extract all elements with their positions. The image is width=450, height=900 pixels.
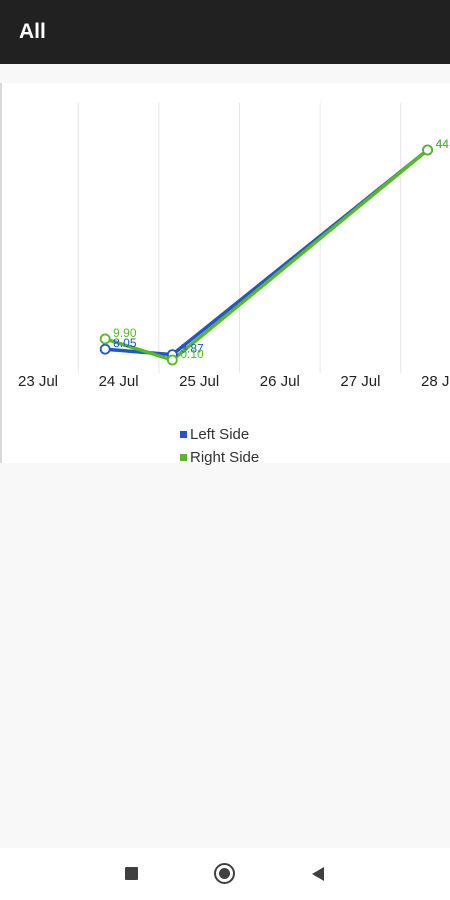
recents-button[interactable]: [120, 862, 144, 886]
data-label-left-side: 44: [436, 137, 450, 151]
data-point-right-side: [166, 354, 178, 366]
app-bar: All: [0, 0, 450, 64]
data-label-right-side: 9.90: [113, 326, 137, 340]
page-title: All: [19, 20, 46, 43]
data-point-right-side: [422, 144, 433, 156]
data-point-left-side: [99, 343, 111, 355]
home-button[interactable]: [213, 862, 237, 886]
legend-label-right-side: Right Side: [190, 449, 260, 466]
line-chart: 23 Jul 24 Jul 25 Jul 26 Jul 27 Jul 28 Jul 8.05…: [18, 103, 450, 390]
legend-swatch-left-side: [180, 431, 187, 438]
data-point-right-side: [99, 333, 111, 345]
x-tick-label: 24 Jul: [99, 373, 139, 390]
data-label-left-side: 8.05: [113, 336, 137, 350]
x-tick-label: 25 Jul: [179, 373, 219, 390]
series-line-left-side: [105, 148, 429, 357]
data-label-right-side: 0.10: [180, 347, 204, 361]
chart-card: 23 Jul 24 Jul 25 Jul 26 Jul 27 Jul 28 Jul 8.05…: [0, 83, 450, 466]
x-tick-label: 26 Jul: [260, 373, 300, 390]
system-nav-bar: [0, 848, 450, 900]
x-tick-label: 28 Jul: [421, 373, 450, 390]
series-line-right-side: [104, 148, 429, 362]
legend-swatch-right-side: [180, 454, 187, 461]
x-tick-label: 23 Jul: [18, 373, 58, 390]
x-tick-label: 27 Jul: [340, 373, 380, 390]
legend-item-left-side[interactable]: Left Side: [180, 423, 259, 446]
chart-legend: Left Side Right Side: [180, 423, 259, 469]
legend-label-left-side: Left Side: [190, 426, 250, 443]
data-label-left-side: 3.87: [180, 342, 204, 356]
data-label-right-side: 44: [436, 137, 450, 151]
back-button[interactable]: [308, 862, 332, 886]
legend-item-right-side[interactable]: Right Side: [180, 446, 259, 469]
